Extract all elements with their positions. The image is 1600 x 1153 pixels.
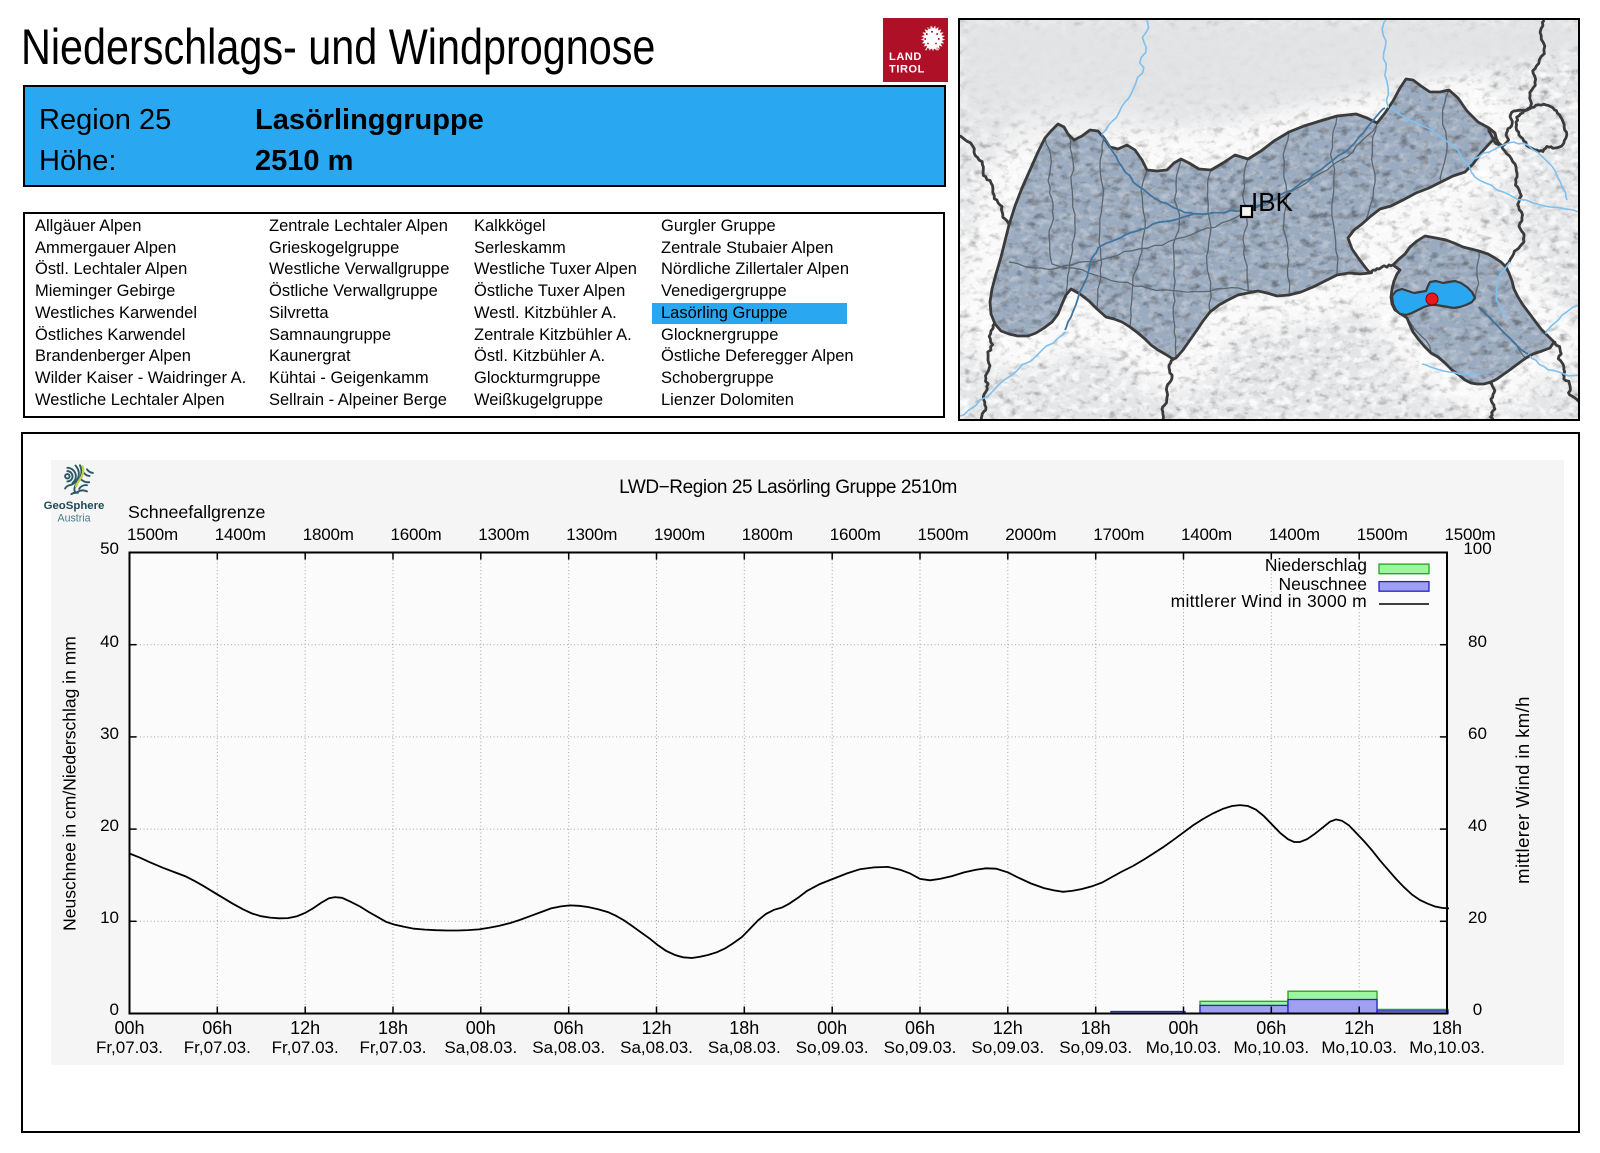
- svg-text:Austria: Austria: [58, 513, 91, 525]
- svg-text:IBK: IBK: [1251, 187, 1294, 217]
- svg-text:TIROL: TIROL: [889, 64, 925, 76]
- svg-text:GeoSphere: GeoSphere: [44, 500, 105, 512]
- svg-text:LAND: LAND: [889, 51, 922, 63]
